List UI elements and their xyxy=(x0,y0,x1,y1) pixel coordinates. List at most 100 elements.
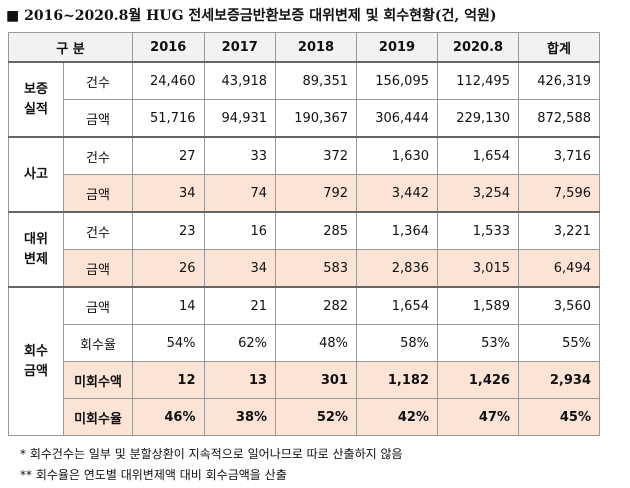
data-table: 구 분 2016 2017 2018 2019 2020.8 합계 보증 실적 건수 24,460 4… xyxy=(8,32,601,436)
header-cell: 합계 xyxy=(517,32,601,63)
value-cell: 38% xyxy=(203,398,277,436)
group-label-line: 실적 xyxy=(24,101,48,117)
value-cell: 14 xyxy=(132,286,205,325)
value-cell: 23 xyxy=(132,211,205,250)
value-cell: 426,319 xyxy=(517,61,601,100)
value-cell: 3,560 xyxy=(517,286,601,325)
value-cell: 1,182 xyxy=(356,361,438,399)
group-label-line: 변제 xyxy=(24,251,48,267)
row-label: 회수율 xyxy=(63,324,133,362)
value-cell: 27 xyxy=(132,136,205,175)
value-cell: 3,015 xyxy=(437,249,519,288)
table-row: 회수 금액 금액 14 21 282 1,654 1,589 3,560 xyxy=(8,286,601,436)
row-label: 금액 xyxy=(63,286,133,325)
value-cell: 190,367 xyxy=(275,99,358,138)
value-cell: 285 xyxy=(275,211,358,250)
value-cell: 1,630 xyxy=(356,136,438,175)
value-cell: 21 xyxy=(203,286,277,325)
value-cell: 1,654 xyxy=(356,286,438,325)
value-cell: 1,364 xyxy=(356,211,438,250)
value-cell: 52% xyxy=(275,398,358,436)
table-row: 보증 실적 건수 24,460 43,918 89,351 156,095 112,495 42… xyxy=(8,61,601,138)
value-cell: 13 xyxy=(203,361,277,399)
row-label: 건수 xyxy=(63,136,133,175)
table-row: 미회수액 12 13 301 1,182 1,426 2,934 xyxy=(9,361,601,399)
table-row: 금액 26 34 583 2,836 3,015 6,494 xyxy=(9,249,601,288)
group-label-line: 금액 xyxy=(24,363,48,379)
header-row: 구 분 2016 2017 2018 2019 2020.8 합계 xyxy=(8,32,601,63)
value-cell: 12 xyxy=(132,361,205,399)
value-cell: 112,495 xyxy=(437,61,519,100)
table-row: 미회수율 46% 38% 52% 42% 47% 45% xyxy=(9,398,601,436)
value-cell: 58% xyxy=(356,324,438,362)
value-cell: 3,442 xyxy=(356,174,438,213)
note: * 회수건수는 일부 및 분할상환이 지속적으로 일어나므로 따로 산출하지 않… xyxy=(20,447,403,461)
value-cell: 229,130 xyxy=(437,99,519,138)
row-label: 금액 xyxy=(63,174,133,213)
value-cell: 2,836 xyxy=(356,249,438,288)
value-cell: 3,221 xyxy=(517,211,601,250)
row-label: 금액 xyxy=(63,249,133,288)
header-cell: 2016 xyxy=(132,32,205,63)
value-cell: 792 xyxy=(275,174,358,213)
value-cell: 51,716 xyxy=(132,99,205,138)
table-row: 대위 변제 건수 23 16 285 1,364 1,533 3,221 xyxy=(8,211,601,288)
value-cell: 1,654 xyxy=(437,136,519,175)
header-cell: 2019 xyxy=(356,32,438,63)
value-cell: 306,444 xyxy=(356,99,438,138)
group-label-line: 대위 xyxy=(24,231,48,247)
header-cell: 구 분 xyxy=(8,32,133,63)
row-label: 건수 xyxy=(63,211,133,250)
value-cell: 34 xyxy=(132,174,205,213)
table-row: 금액 34 74 792 3,442 3,254 7,596 xyxy=(9,174,601,213)
row-label: 건수 xyxy=(63,61,133,100)
value-cell: 6,494 xyxy=(517,249,601,288)
header-cell: 2018 xyxy=(275,32,358,63)
value-cell: 872,588 xyxy=(517,99,601,138)
value-cell: 46% xyxy=(132,398,205,436)
row-label: 미회수율 xyxy=(63,398,133,436)
value-cell: 2,934 xyxy=(517,361,601,399)
value-cell: 583 xyxy=(275,249,358,288)
value-cell: 1,533 xyxy=(437,211,519,250)
value-cell: 42% xyxy=(356,398,438,436)
value-cell: 89,351 xyxy=(275,61,358,100)
table-row: 금액 51,716 94,931 190,367 306,444 229,130 872,5… xyxy=(9,99,601,138)
row-label: 금액 xyxy=(63,99,133,138)
value-cell: 372 xyxy=(275,136,358,175)
value-cell: 47% xyxy=(437,398,519,436)
table-row: 사고 건수 27 33 372 1,630 1,654 3,716 xyxy=(8,136,601,213)
title: ■ 2016~2020.8월 HUG 전세보증금반환보증 대위변제 및 회수현황… xyxy=(6,8,497,24)
value-cell: 282 xyxy=(275,286,358,325)
value-cell: 24,460 xyxy=(132,61,205,100)
value-cell: 34 xyxy=(203,249,277,288)
value-cell: 94,931 xyxy=(203,99,277,138)
value-cell: 53% xyxy=(437,324,519,362)
value-cell: 156,095 xyxy=(356,61,438,100)
value-cell: 33 xyxy=(203,136,277,175)
value-cell: 16 xyxy=(203,211,277,250)
group-label-line: 회수 xyxy=(24,343,48,359)
value-cell: 301 xyxy=(275,361,358,399)
table-row: 회수율 54% 62% 48% 58% 53% 55% xyxy=(9,324,601,362)
note: ** 회수율은 연도별 대위변제액 대비 회수금액을 산출 xyxy=(20,468,287,482)
value-cell: 3,254 xyxy=(437,174,519,213)
group-label: 사고 xyxy=(8,136,64,213)
value-cell: 3,716 xyxy=(517,136,601,175)
value-cell: 45% xyxy=(517,398,601,436)
value-cell: 43,918 xyxy=(203,61,277,100)
notes: * 회수건수는 일부 및 분할상환이 지속적으로 일어나므로 따로 산출하지 않… xyxy=(20,444,403,486)
group-label-line: 보증 xyxy=(24,81,48,97)
group-label-line: 사고 xyxy=(24,166,48,182)
value-cell: 62% xyxy=(203,324,277,362)
value-cell: 1,426 xyxy=(437,361,519,399)
value-cell: 1,589 xyxy=(437,286,519,325)
row-label: 미회수액 xyxy=(63,361,133,399)
header-cell: 2017 xyxy=(203,32,277,63)
value-cell: 48% xyxy=(275,324,358,362)
header-cell: 2020.8 xyxy=(437,32,519,63)
